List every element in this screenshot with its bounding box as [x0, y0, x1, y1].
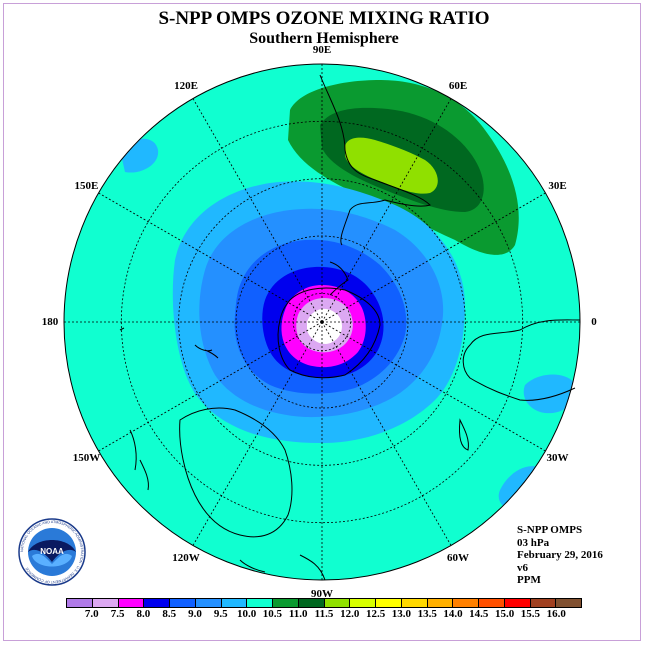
parallel-line: [178, 178, 466, 466]
legend-swatch: [324, 599, 351, 607]
pole-marker: [321, 321, 323, 323]
meridian-line: [98, 192, 323, 323]
legend-tick-label: 12.5: [365, 608, 386, 620]
longitude-label: 0: [591, 316, 597, 328]
info-units: PPM: [517, 574, 541, 586]
legend-tick-label: 10.0: [236, 608, 257, 620]
page-title: S-NPP OMPS OZONE MIXING RATIO: [158, 8, 490, 29]
legend-tick-label: 10.5: [262, 608, 283, 620]
meridian-line: [192, 321, 323, 546]
meridian-line: [192, 98, 323, 323]
longitude-label: 150E: [74, 180, 99, 192]
info-level: 03 hPa: [517, 536, 550, 549]
legend-tick-label: 14.5: [469, 608, 489, 620]
legend-tick-label: 13.5: [417, 608, 437, 620]
legend-tick-label: 15.5: [520, 608, 541, 620]
longitude-label: 180: [41, 316, 59, 328]
longitude-label: 60W: [447, 551, 469, 564]
legend-tick-label: 7.0: [84, 608, 99, 620]
coastline-pacific-islands: [119, 327, 219, 359]
ozone-region-12-5: [345, 137, 438, 194]
legend-tick-label: 11.5: [314, 608, 334, 620]
longitude-label: 120E: [174, 80, 198, 93]
legend-swatch: [556, 599, 581, 607]
legend-swatch: [195, 599, 222, 607]
coastline-madagascar: [459, 418, 469, 451]
meridian-line: [321, 321, 546, 452]
legend-swatch: [247, 599, 273, 607]
color-legend: [66, 598, 582, 608]
legend-tick-label: 7.5: [110, 608, 125, 620]
info-block: S-NPP OMPS 03 hPa February 29, 2016 v6 P…: [517, 524, 603, 587]
longitude-label: 30E: [548, 180, 567, 192]
legend-swatch: [479, 599, 505, 607]
legend-tick-label: 8.0: [136, 608, 151, 620]
longitude-label: 150W: [72, 452, 101, 464]
meridian-line: [321, 321, 452, 546]
legend-tick-label: 11.0: [288, 608, 308, 620]
coastline-antarctic-peninsula: [329, 261, 349, 296]
meridian-line: [321, 98, 452, 323]
legend-swatch: [170, 599, 196, 607]
graticule: [64, 64, 580, 580]
coastline-south-america: [319, 74, 431, 246]
page-subtitle: Southern Hemisphere: [249, 30, 399, 47]
coastline-indian-ocean: [239, 554, 326, 581]
legend-swatch: [453, 599, 479, 607]
legend-swatch: [144, 599, 170, 607]
legend-swatch: [376, 599, 402, 607]
noaa-logo-text: NOAA: [40, 547, 64, 556]
legend-swatch: [350, 599, 376, 607]
coastline-australia: [179, 407, 293, 538]
legend-swatch: [92, 599, 119, 607]
longitude-label: 30W: [546, 452, 569, 464]
longitude-label: 120W: [172, 551, 200, 564]
legend-swatch: [118, 599, 145, 607]
coastline-new-zealand: [129, 429, 149, 491]
legend-swatch: [504, 599, 531, 607]
legend-tick-label: 8.5: [162, 608, 177, 620]
info-version: v6: [517, 561, 528, 574]
legend-swatch: [273, 599, 299, 607]
coastline-antarctica: [277, 287, 381, 379]
ozone-region-10-0-east: [523, 374, 576, 414]
legend-swatch: [427, 599, 454, 607]
legend-tick-label: 16.0: [546, 608, 566, 620]
legend-tick-label: 13.0: [391, 608, 412, 620]
info-date: February 29, 2016: [517, 549, 603, 561]
page-frame: [3, 3, 641, 641]
legend-tick-label: 14.0: [443, 608, 463, 620]
legend-swatch: [298, 599, 325, 607]
meridian-line: [321, 192, 546, 323]
legend-tick-label: 15.0: [494, 608, 515, 620]
legend-swatch: [530, 599, 557, 607]
legend-tick-label: 12.0: [340, 608, 360, 620]
coastlines: [119, 74, 581, 581]
longitude-label: 90E: [312, 44, 332, 56]
legend-tick-label: 9.0: [188, 608, 202, 620]
legend-swatch: [221, 599, 248, 607]
legend-tick-label: 9.5: [213, 608, 228, 620]
noaa-logo: NOAA NATIONAL OCEANIC AND ATMOSPHERIC AD…: [18, 518, 86, 586]
legend-swatch: [67, 599, 93, 607]
longitude-label: 90W: [311, 588, 333, 600]
legend-swatch: [401, 599, 428, 607]
longitude-label: 60E: [448, 80, 468, 93]
info-satellite: S-NPP OMPS: [517, 524, 583, 536]
coastline-africa: [462, 319, 581, 401]
meridian-line: [98, 321, 323, 452]
